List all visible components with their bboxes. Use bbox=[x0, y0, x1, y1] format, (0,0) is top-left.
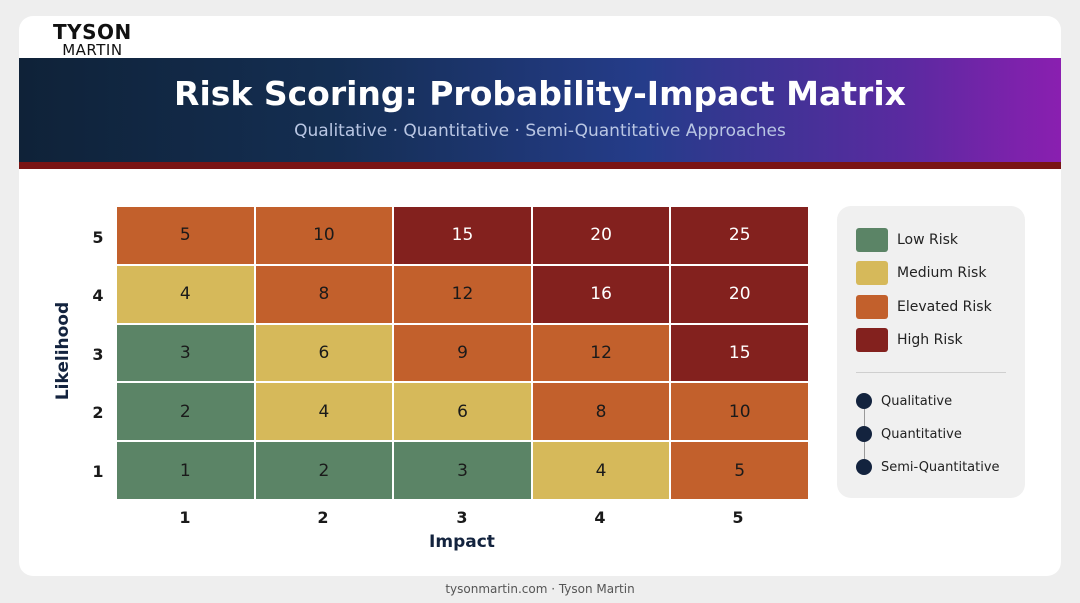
matrix-cell: 4 bbox=[117, 265, 254, 323]
matrix-cell: 10 bbox=[671, 383, 808, 441]
approach-quantitative: Quantitative bbox=[856, 424, 962, 444]
matrix-cell: 15 bbox=[394, 207, 531, 264]
high-risk-swatch bbox=[856, 328, 888, 352]
medium-risk-swatch bbox=[856, 261, 888, 285]
matrix-cell: 4 bbox=[532, 442, 670, 499]
y-tick-3: 3 bbox=[92, 345, 104, 364]
matrix-cell: 5 bbox=[117, 207, 254, 264]
matrix-cell: 1 bbox=[117, 442, 254, 499]
banner-accent-stripe bbox=[19, 162, 1061, 169]
matrix-cell: 20 bbox=[671, 265, 808, 323]
legend-panel: Low Risk Medium Risk Elevated Risk High … bbox=[837, 206, 1025, 498]
matrix-cell: 12 bbox=[394, 265, 531, 323]
legend-label: Low Risk bbox=[897, 232, 959, 248]
logo-line-1: TYSON bbox=[53, 20, 132, 44]
legend-label: Medium Risk bbox=[897, 265, 987, 281]
matrix-cell: 10 bbox=[255, 207, 393, 264]
matrix-cell: 3 bbox=[117, 324, 254, 382]
approach-label: Quantitative bbox=[881, 426, 962, 442]
logo-line-2: MARTIN bbox=[62, 41, 123, 59]
y-axis-label: Likelihood bbox=[53, 301, 73, 401]
approach-label: Qualitative bbox=[881, 393, 953, 409]
x-tick-4: 4 bbox=[594, 508, 606, 527]
y-tick-2: 2 bbox=[92, 403, 104, 422]
approach-qualitative: Qualitative bbox=[856, 391, 952, 411]
x-tick-5: 5 bbox=[732, 508, 744, 527]
elevated-risk-swatch bbox=[856, 295, 888, 319]
legend-label: Elevated Risk bbox=[897, 299, 992, 315]
matrix-cell: 9 bbox=[394, 324, 531, 382]
legend-item-medium: Medium Risk bbox=[856, 261, 986, 285]
matrix-cell: 3 bbox=[394, 442, 531, 499]
matrix-cell: 6 bbox=[255, 324, 393, 382]
matrix-cell: 5 bbox=[671, 442, 808, 499]
x-tick-3: 3 bbox=[456, 508, 468, 527]
legend-label: High Risk bbox=[897, 332, 963, 348]
title-banner bbox=[19, 58, 1061, 162]
page-subtitle: Qualitative · Quantitative · Semi-Quanti… bbox=[294, 121, 786, 141]
x-axis-label: Impact bbox=[429, 532, 495, 552]
matrix-cell: 16 bbox=[532, 265, 670, 323]
matrix-cell: 4 bbox=[255, 383, 393, 441]
matrix-cell: 20 bbox=[532, 207, 670, 264]
legend-item-elevated: Elevated Risk bbox=[856, 295, 992, 319]
matrix-cell: 25 bbox=[671, 207, 808, 264]
page-title: Risk Scoring: Probability-Impact Matrix bbox=[174, 74, 906, 113]
legend-item-high: High Risk bbox=[856, 328, 963, 352]
matrix-cell: 8 bbox=[532, 383, 670, 441]
matrix-cell: 2 bbox=[117, 383, 254, 441]
approach-label: Semi-Quantitative bbox=[881, 459, 1000, 475]
matrix-cell: 12 bbox=[532, 324, 670, 382]
risk-matrix: 5 10 15 20 25 4 8 12 16 20 3 6 9 12 15 2 4 6 8 10 1 2 3 4 5 bbox=[117, 207, 808, 499]
matrix-cell: 6 bbox=[394, 383, 531, 441]
x-tick-2: 2 bbox=[317, 508, 329, 527]
bullet-dot-icon bbox=[856, 459, 872, 475]
footer-credit: tysonmartin.com · Tyson Martin bbox=[445, 582, 635, 596]
low-risk-swatch bbox=[856, 228, 888, 252]
y-tick-5: 5 bbox=[92, 228, 104, 247]
matrix-cell: 8 bbox=[255, 265, 393, 323]
legend-divider bbox=[856, 372, 1006, 373]
brand-logo: TYSON MARTIN bbox=[53, 22, 132, 58]
matrix-cell: 15 bbox=[671, 324, 808, 382]
legend-item-low: Low Risk bbox=[856, 228, 958, 252]
approach-semi-quantitative: Semi-Quantitative bbox=[856, 457, 1000, 477]
y-tick-1: 1 bbox=[92, 462, 104, 481]
slide-card: TYSON MARTIN Risk Scoring: Probability-I… bbox=[19, 16, 1061, 576]
matrix-cell: 2 bbox=[255, 442, 393, 499]
x-tick-1: 1 bbox=[179, 508, 191, 527]
bullet-dot-icon bbox=[856, 393, 872, 409]
y-tick-4: 4 bbox=[92, 286, 104, 305]
bullet-dot-icon bbox=[856, 426, 872, 442]
